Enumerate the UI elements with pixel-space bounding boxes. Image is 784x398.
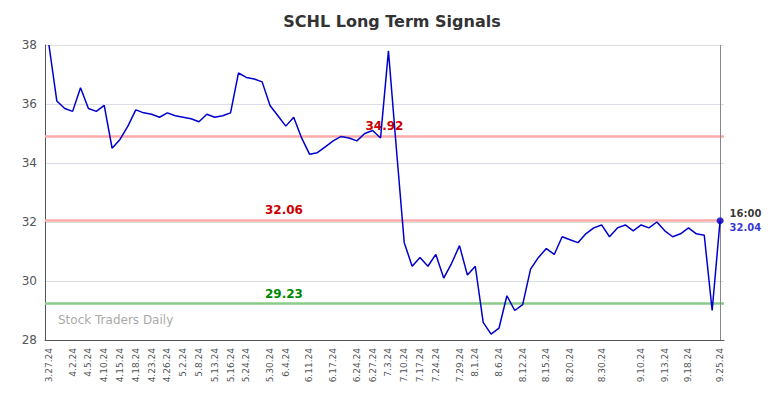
svg-text:7.3.24: 7.3.24	[383, 348, 393, 377]
svg-text:32.06: 32.06	[265, 203, 303, 217]
svg-text:9.13.24: 9.13.24	[660, 348, 670, 383]
svg-text:3.27.24: 3.27.24	[44, 348, 54, 383]
svg-text:6.11.24: 6.11.24	[304, 348, 314, 383]
svg-text:7.17.24: 7.17.24	[415, 348, 425, 383]
svg-text:34: 34	[22, 156, 37, 170]
svg-text:4.15.24: 4.15.24	[115, 348, 125, 383]
svg-text:28: 28	[22, 333, 37, 347]
svg-text:8.6.24: 8.6.24	[494, 348, 504, 377]
svg-text:8.12.24: 8.12.24	[518, 348, 528, 383]
svg-text:16:00: 16:00	[730, 208, 762, 219]
svg-text:8.20.24: 8.20.24	[565, 348, 575, 383]
svg-text:7.29.24: 7.29.24	[455, 348, 465, 383]
svg-text:5.16.24: 5.16.24	[226, 348, 236, 383]
svg-text:36: 36	[22, 97, 37, 111]
svg-text:4.2.24: 4.2.24	[68, 348, 78, 377]
svg-text:32.04: 32.04	[730, 222, 762, 233]
svg-text:5.30.24: 5.30.24	[265, 348, 275, 383]
svg-text:6.24.24: 6.24.24	[352, 348, 362, 383]
svg-text:4.10.24: 4.10.24	[99, 348, 109, 383]
svg-text:5.13.24: 5.13.24	[210, 348, 220, 383]
svg-text:4.23.24: 4.23.24	[147, 348, 157, 383]
svg-text:30: 30	[22, 274, 37, 288]
svg-text:SCHL Long Term Signals: SCHL Long Term Signals	[283, 12, 500, 31]
svg-text:7.24.24: 7.24.24	[431, 348, 441, 383]
svg-text:4.5.24: 4.5.24	[83, 348, 93, 377]
svg-text:8.15.24: 8.15.24	[541, 348, 551, 383]
svg-text:9.10.24: 9.10.24	[636, 348, 646, 383]
svg-text:32: 32	[22, 215, 37, 229]
svg-text:34.92: 34.92	[365, 118, 404, 133]
svg-text:8.30.24: 8.30.24	[597, 348, 607, 383]
svg-text:4.18.24: 4.18.24	[131, 348, 141, 383]
svg-text:5.8.24: 5.8.24	[194, 348, 204, 377]
svg-text:9.25.24: 9.25.24	[715, 348, 725, 383]
svg-text:Stock Traders Daily: Stock Traders Daily	[58, 313, 173, 327]
svg-text:38: 38	[22, 38, 37, 52]
svg-text:5.2.24: 5.2.24	[178, 348, 188, 377]
svg-text:9.18.24: 9.18.24	[683, 348, 693, 383]
svg-text:4.26.24: 4.26.24	[162, 348, 172, 383]
svg-text:7.10.24: 7.10.24	[399, 348, 409, 383]
svg-text:6.17.24: 6.17.24	[328, 348, 338, 383]
svg-text:8.1.24: 8.1.24	[470, 348, 480, 377]
svg-text:6.27.24: 6.27.24	[368, 348, 378, 383]
svg-text:5.24.24: 5.24.24	[241, 348, 251, 383]
svg-text:29.23: 29.23	[265, 287, 303, 301]
svg-text:6.4.24: 6.4.24	[281, 348, 291, 377]
